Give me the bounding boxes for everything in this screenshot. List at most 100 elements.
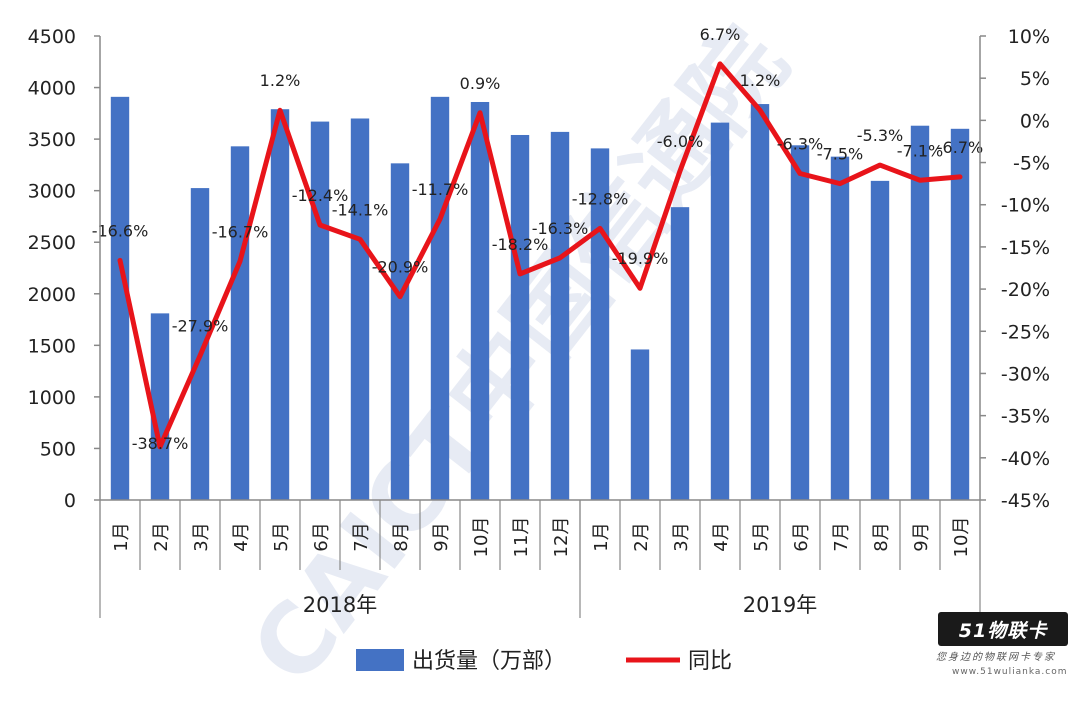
data-label: -5.3% <box>857 126 903 145</box>
y-left-tick-label: 2000 <box>28 284 76 306</box>
y-left-tick-label: 1500 <box>28 335 76 357</box>
month-label: 4月 <box>711 522 732 551</box>
month-label: 1月 <box>591 522 612 551</box>
month-label: 9月 <box>911 522 932 551</box>
data-label: 0.9% <box>460 74 501 93</box>
month-label: 2月 <box>151 522 172 551</box>
bar <box>310 121 330 501</box>
y-left-tick-label: 500 <box>40 438 76 460</box>
y-right-tick-label: 0% <box>1020 110 1050 132</box>
bar <box>550 131 570 501</box>
data-label: 1.2% <box>260 71 301 90</box>
bar <box>670 207 690 501</box>
bar <box>110 96 130 500</box>
y-right-tick-label: -25% <box>1001 321 1050 343</box>
bar <box>950 128 970 501</box>
month-label: 5月 <box>751 522 772 551</box>
year-label: 2018年 <box>303 593 377 617</box>
data-label: -19.9% <box>612 249 669 268</box>
brand-slogan: 您身边的物联网卡专家 <box>936 652 1056 663</box>
data-label: -6.7% <box>937 138 983 157</box>
y-right-tick-label: -20% <box>1001 279 1050 301</box>
y-right-tick-label: -30% <box>1001 363 1050 385</box>
y-right-tick-label: -15% <box>1001 237 1050 259</box>
data-label: -16.3% <box>532 219 589 238</box>
month-label: 8月 <box>391 522 412 551</box>
bar <box>230 146 250 500</box>
bar <box>510 134 530 500</box>
brand-logo: 51物联卡 <box>938 612 1068 646</box>
bar <box>190 188 210 501</box>
axes: 0 500 1000 1500 2000 2500 3000 3500 4000 4500 -45%… <box>28 26 1050 618</box>
month-label: 9月 <box>431 522 452 551</box>
data-label: -6.0% <box>657 132 703 151</box>
y-left-tick-label: 3000 <box>28 181 76 203</box>
y-right-tick-label: -45% <box>1001 490 1050 512</box>
bar <box>390 163 410 500</box>
bar <box>870 180 890 501</box>
legend: 出货量（万部） 同比 <box>356 649 732 674</box>
month-label: 10月 <box>471 517 492 558</box>
legend-swatch-bar <box>356 649 404 671</box>
brand-logo-text: 51物联卡 <box>958 619 1048 642</box>
month-label: 12月 <box>551 517 572 558</box>
data-label: -7.1% <box>897 141 943 160</box>
bar <box>630 349 650 500</box>
data-label: -16.6% <box>92 221 149 240</box>
month-label: 3月 <box>671 522 692 551</box>
bar <box>750 104 770 500</box>
line-series-yoy <box>117 61 963 450</box>
y-left-tick-label: 4000 <box>28 78 76 100</box>
legend-label-shipments: 出货量（万部） <box>412 649 566 674</box>
month-label: 3月 <box>191 522 212 551</box>
y-right-tick-label: 10% <box>1008 26 1050 48</box>
y-right-tick-label: -5% <box>1013 153 1050 175</box>
y-left-tick-label: 4500 <box>28 26 76 48</box>
bar <box>710 122 730 500</box>
yoy-line <box>117 61 963 450</box>
brand-url: www.51wulianka.com <box>952 667 1068 677</box>
data-label: -38.7% <box>132 434 189 453</box>
y-right-tick-label: -35% <box>1001 406 1050 428</box>
y-right-tick-label: -40% <box>1001 448 1050 470</box>
year-label: 2019年 <box>743 593 817 617</box>
y-right-tick-label: 5% <box>1020 68 1050 90</box>
data-label: -12.4% <box>292 186 349 205</box>
bar-series-shipments <box>110 96 970 501</box>
data-label: -7.5% <box>817 145 863 164</box>
month-label: 6月 <box>311 522 332 551</box>
data-label: -18.2% <box>492 235 549 254</box>
month-label: 7月 <box>351 522 372 551</box>
data-label: -16.7% <box>212 222 269 241</box>
data-label: 6.7% <box>700 25 741 44</box>
data-label: 1.2% <box>740 71 781 90</box>
data-labels: -16.6% -38.7% -27.9% -16.7% 1.2% -12.4%-14.1%… <box>92 25 984 453</box>
bar <box>910 125 930 500</box>
month-label: 8月 <box>871 522 892 551</box>
y-left-tick-label: 3500 <box>28 129 76 151</box>
data-label: -12.8% <box>572 189 629 208</box>
bar <box>830 156 850 500</box>
bar <box>270 109 290 500</box>
legend-label-yoy: 同比 <box>688 649 732 674</box>
month-label: 7月 <box>831 522 852 551</box>
bar <box>470 101 490 500</box>
month-label: 10月 <box>951 517 972 558</box>
bar <box>790 145 810 500</box>
bar <box>150 313 170 500</box>
bar <box>430 96 450 500</box>
y-right-tick-label: -10% <box>1001 195 1050 217</box>
data-label: -11.7% <box>412 180 469 199</box>
month-label: 5月 <box>271 522 292 551</box>
y-left-tick-label: 0 <box>64 490 76 512</box>
month-label: 4月 <box>231 522 252 551</box>
data-label: -14.1% <box>332 200 389 219</box>
bar <box>350 118 370 500</box>
y-left-tick-label: 2500 <box>28 232 76 254</box>
month-label: 11月 <box>511 517 532 558</box>
month-label: 2月 <box>631 522 652 551</box>
month-label: 1月 <box>111 522 132 551</box>
data-label: -27.9% <box>172 317 229 336</box>
data-label: -20.9% <box>372 258 429 277</box>
